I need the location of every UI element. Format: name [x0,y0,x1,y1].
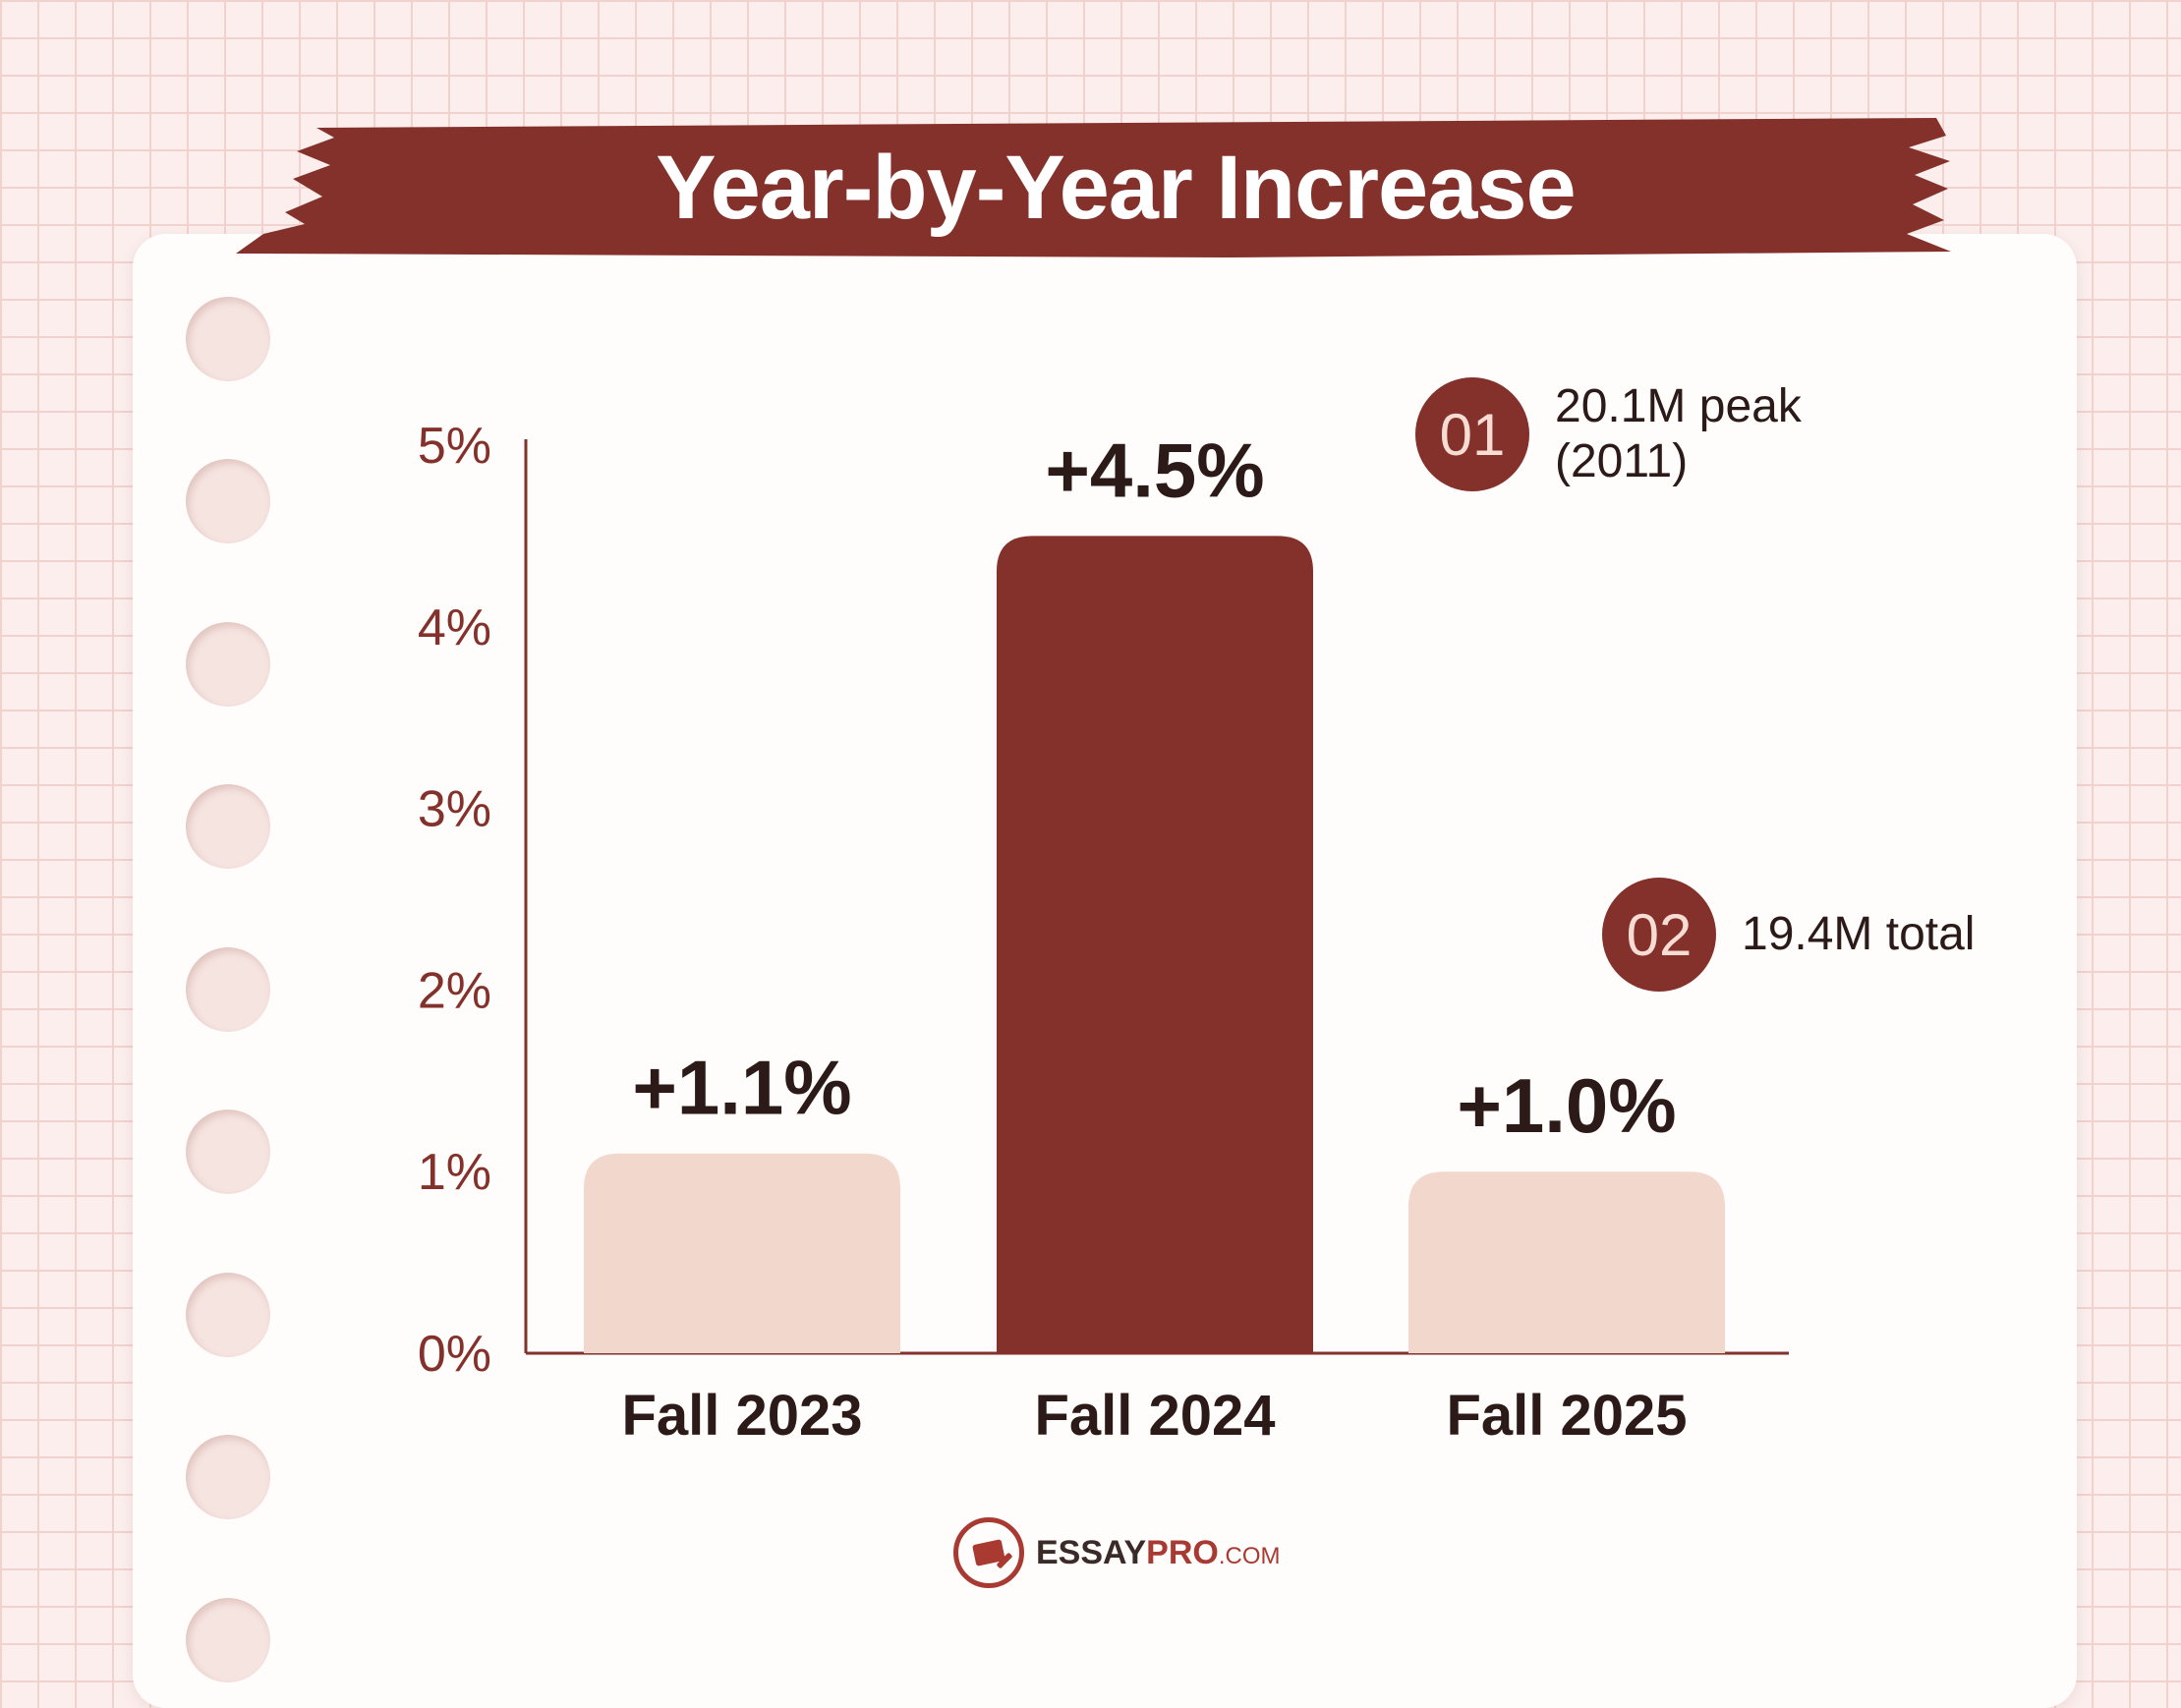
bar [584,1153,900,1353]
brand-name: ESSAYPRO.COM [1036,1533,1281,1571]
bar [1408,1171,1725,1353]
y-tick-label: 0% [418,1326,491,1383]
bar-value-label: +1.1% [632,1045,851,1131]
binder-hole [186,297,270,381]
binder-hole [186,459,270,543]
x-tick-label: Fall 2024 [1034,1384,1275,1448]
binder-hole [186,947,270,1032]
brush-stroke-shape [236,118,1951,257]
binder-hole [186,1273,270,1357]
binder-hole [186,1110,270,1194]
callout-peak: 01 20.1M peak (2011) [1415,377,1802,491]
callout-text: 19.4M total [1742,908,1976,960]
binder-hole [186,622,270,707]
bar-value-label: +1.0% [1457,1062,1676,1149]
y-tick-label: 5% [418,418,491,475]
document-pen-icon [953,1517,1024,1588]
binder-hole [186,784,270,869]
bar-chart: 0% 1% 2% 3% 4% 5% +1.1% Fall 2023 +4.5% Fall 2024… [418,418,1789,1448]
callout-total: 02 19.4M total [1602,878,1975,992]
callout-number-badge: 01 [1415,377,1529,491]
x-tick-label: Fall 2023 [621,1384,862,1448]
callout-number-badge: 02 [1602,878,1716,992]
y-tick-label: 3% [418,781,491,838]
y-tick-label: 1% [418,1144,491,1201]
callout-text: 20.1M peak (2011) [1555,380,1802,487]
title-banner: Year-by-Year Increase [236,114,1995,261]
brand-logo: ESSAYPRO.COM [953,1513,1281,1592]
y-tick-label: 2% [418,962,491,1019]
bar-value-label: +4.5% [1045,427,1264,513]
binder-hole [186,1435,270,1519]
y-tick-label: 4% [418,599,491,656]
bar [997,536,1313,1353]
x-tick-label: Fall 2025 [1446,1384,1687,1448]
chart-title: Year-by-Year Increase [656,137,1576,238]
